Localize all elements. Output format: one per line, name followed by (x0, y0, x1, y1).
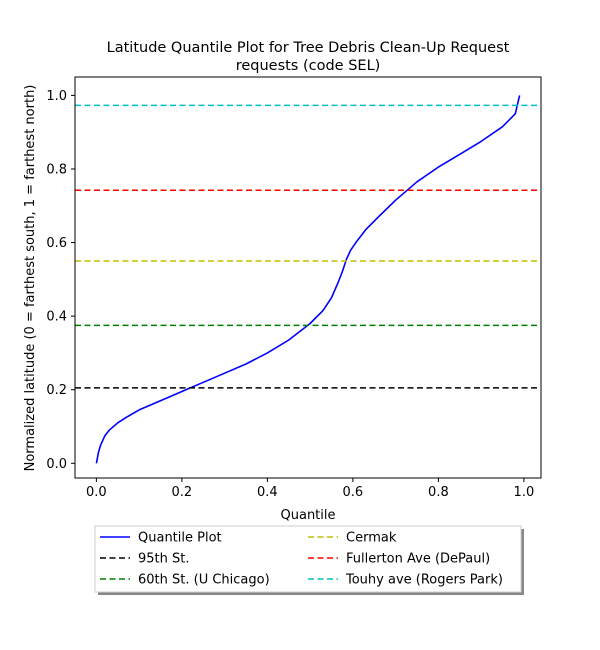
y-tick-label: 0.8 (46, 162, 67, 177)
series-0-quantile-line (95, 95, 521, 464)
x-tick-label: 0.4 (257, 485, 278, 500)
legend-label-1: 95th St. (138, 552, 190, 567)
y-axis: 0.0 0.2 0.4 0.6 0.8 1.0 (46, 89, 75, 472)
y-axis-label: Normalized latitude (0 = farthest south,… (23, 85, 38, 472)
x-tick-label: 1.0 (514, 485, 535, 500)
legend-label-4: Fullerton Ave (DePaul) (346, 552, 490, 567)
y-tick-label: 0.0 (46, 457, 67, 472)
plot-area-frame (74, 76, 542, 479)
legend-label-2: 60th St. (U Chicago) (138, 573, 270, 588)
y-tick-label: 1.0 (46, 89, 67, 104)
legend: Quantile Plot 95th St. 60th St. (U Chicago… (94, 525, 524, 595)
x-tick-label: 0.6 (343, 485, 364, 500)
chart-title-line2: requests (code SEL) (236, 58, 381, 74)
y-tick-label: 0.2 (46, 383, 67, 398)
x-axis-label: Quantile (281, 508, 336, 523)
x-axis: 0.0 0.2 0.4 0.6 0.8 1.0 (86, 478, 534, 500)
x-tick-label: 0.0 (86, 485, 107, 500)
x-tick-label: 0.8 (428, 485, 449, 500)
legend-label-0: Quantile Plot (138, 531, 222, 546)
legend-label-3: Cermak (346, 531, 397, 546)
chart-title-line1: Latitude Quantile Plot for Tree Debris C… (107, 40, 510, 56)
x-tick-label: 0.2 (172, 485, 193, 500)
y-tick-label: 0.6 (46, 236, 67, 251)
legend-label-5: Touhy ave (Rogers Park) (345, 573, 503, 588)
plot-lines (75, 95, 541, 464)
y-tick-label: 0.4 (46, 310, 67, 325)
